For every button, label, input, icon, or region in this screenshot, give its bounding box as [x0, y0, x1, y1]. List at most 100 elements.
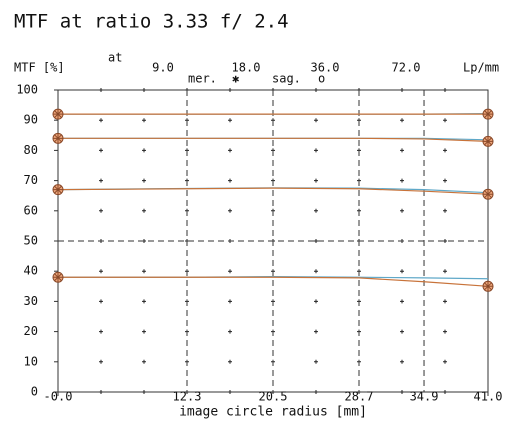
grid-dot	[228, 269, 232, 274]
y-tick-label: 40	[24, 264, 38, 278]
end-marker-star	[53, 133, 63, 144]
grid-dot	[314, 148, 318, 153]
grid-dot	[142, 299, 146, 304]
grid-dot	[314, 299, 318, 304]
grid-dot	[400, 178, 404, 183]
grid-dot	[228, 208, 232, 213]
grid-dot	[400, 390, 404, 394]
grid-dot	[314, 208, 318, 213]
end-marker-star	[483, 281, 493, 292]
grid-dot	[142, 390, 146, 394]
grid-dot	[314, 239, 318, 243]
grid-dot	[142, 329, 146, 334]
grid-dot	[228, 359, 232, 364]
x-tick-label: 41.0	[474, 390, 503, 404]
frequency-label: 36.0	[311, 61, 340, 75]
grid-dot	[443, 269, 447, 274]
grid-dot	[142, 208, 146, 213]
y-tick-label: 30	[24, 294, 38, 308]
grid-dot	[443, 329, 447, 334]
end-marker-star	[53, 184, 63, 195]
x-tick-label: 12.3	[173, 390, 202, 404]
grid-dot	[400, 329, 404, 334]
legend-label: sag.	[272, 72, 301, 86]
grid-dot	[99, 178, 103, 183]
grid-dot	[400, 359, 404, 364]
grid-dot	[228, 299, 232, 304]
grid-dot	[228, 329, 232, 334]
frequency-label: 9.0	[152, 61, 174, 75]
grid-dot	[400, 118, 404, 123]
y-tick-label: 0	[31, 385, 38, 399]
end-marker-star	[483, 109, 493, 120]
grid-dot	[99, 359, 103, 364]
grid-dot	[314, 329, 318, 334]
grid-dot	[400, 88, 404, 92]
grid-dot	[400, 208, 404, 213]
chart-title: MTF at ratio 3.33 f/ 2.4	[14, 11, 289, 33]
grid-dot	[314, 178, 318, 183]
grid-dot	[142, 118, 146, 123]
grid-dot	[400, 148, 404, 153]
grid-dot	[314, 390, 318, 394]
grid-dot	[400, 299, 404, 304]
legend-symbol: o	[318, 72, 325, 86]
y-tick-label: 10	[24, 354, 38, 368]
grid-dot	[142, 148, 146, 153]
frequency-label: 18.0	[232, 61, 261, 75]
x-axis-label: image circle radius [mm]	[179, 405, 367, 420]
y-tick-label: 100	[16, 83, 38, 97]
grid-dot	[443, 299, 447, 304]
grid-dot	[99, 299, 103, 304]
end-marker-star	[483, 189, 493, 200]
grid-dot	[228, 178, 232, 183]
grid-dot	[99, 390, 103, 394]
grid-dot	[228, 88, 232, 92]
x-tick-label: 34.9	[410, 390, 439, 404]
grid-dot	[314, 359, 318, 364]
grid-dot	[99, 88, 103, 92]
grid-dot	[443, 118, 447, 123]
end-marker-star	[483, 136, 493, 147]
grid-dot	[142, 88, 146, 92]
y-tick-label: 70	[24, 173, 38, 187]
grid-dot	[142, 178, 146, 183]
grid-dot	[99, 118, 103, 123]
grid-dot	[99, 269, 103, 274]
end-marker-star	[53, 109, 63, 120]
x-tick-label: -0.0	[44, 390, 73, 404]
grid-dot	[314, 88, 318, 92]
grid-dot	[443, 390, 447, 394]
legend-symbol: ✱	[232, 72, 239, 86]
y-tick-label: 20	[24, 324, 38, 338]
grid-dot	[443, 148, 447, 153]
x-tick-label: 28.7	[345, 390, 374, 404]
y-tick-label: 50	[24, 234, 38, 248]
grid-dot	[400, 269, 404, 274]
grid-dot	[314, 118, 318, 123]
grid-dot	[314, 269, 318, 274]
grid-dot	[443, 208, 447, 213]
y-tick-label: 80	[24, 143, 38, 157]
grid-dot	[99, 208, 103, 213]
y-tick-label: 90	[24, 113, 38, 127]
grid-dot	[228, 390, 232, 394]
grid-dot	[228, 148, 232, 153]
y-tick-label: 60	[24, 203, 38, 217]
grid-dot	[142, 359, 146, 364]
grid-dot	[142, 269, 146, 274]
legend-label: mer.	[188, 72, 217, 86]
frequency-unit: Lp/mm	[463, 61, 499, 75]
grid-dot	[99, 148, 103, 153]
y-axis-label: MTF [%]	[14, 61, 65, 75]
frequency-prefix: at	[108, 51, 122, 65]
x-tick-label: 20.5	[259, 390, 288, 404]
grid-dot	[228, 118, 232, 123]
mtf-line	[58, 276, 489, 287]
grid-dot	[443, 178, 447, 183]
frequency-label: 72.0	[392, 61, 421, 75]
grid-dot	[443, 88, 447, 92]
mtf-line	[58, 137, 489, 142]
mtf-line	[57, 187, 489, 195]
